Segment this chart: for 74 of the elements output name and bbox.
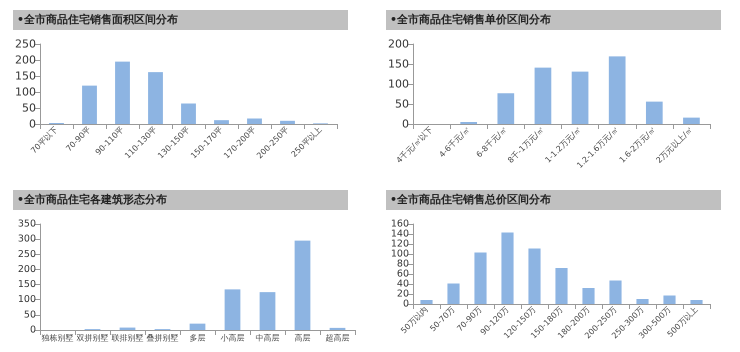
bar [148,72,163,124]
y-tick-label: 200 [18,264,36,275]
y-tick-label: 100 [18,294,36,306]
bar [247,118,262,124]
x-tick-label: 8千-1万元/㎡ [506,124,546,165]
bar [214,120,229,124]
bar [501,232,514,304]
y-tick-label: 250 [15,38,36,50]
chart-title: •全市商品住宅各建筑形态分布 [13,190,348,210]
y-tick-label: 80 [396,258,409,270]
y-tick-label: 250 [18,248,36,260]
bar [690,300,703,304]
bar [190,324,206,330]
x-tick-label: 高层 [294,334,310,342]
x-tick-label: 多层 [190,334,206,342]
y-tick-label: 0 [402,118,409,130]
bar [609,280,622,304]
y-tick-label: 100 [15,86,36,98]
bar [497,93,514,124]
y-tick-label: 150 [18,279,36,290]
y-tick-label: 150 [15,70,36,82]
y-tick-label: 40 [396,278,409,290]
bar [181,104,196,124]
y-tick-label: 300 [18,234,36,245]
bar [636,299,649,304]
y-tick-label: 100 [388,78,409,90]
bar [82,86,97,124]
bar [608,56,626,124]
y-tick-label: 120 [390,238,409,250]
x-tick-label: 2万元以上/㎡ [654,124,695,165]
bar [683,118,700,124]
bar [646,102,663,124]
bar [447,284,460,304]
bar [534,68,552,124]
bar [582,288,595,304]
y-tick-label: 50 [24,309,36,320]
x-tick-label: 叠拼别墅 [146,334,178,342]
bar [555,268,568,304]
x-tick-label: 250平以上 [290,124,324,159]
bar [474,252,487,304]
bar [294,240,310,330]
x-tick-label: 联排别墅 [112,334,144,342]
x-tick-label: 双拼别墅 [76,334,108,342]
x-tick-label: 独栋别墅 [42,334,74,342]
bar [115,62,130,124]
x-tick-label: 中高层 [256,334,280,342]
y-tick-label: 20 [396,288,409,300]
y-tick-label: 50 [395,98,409,110]
bar [528,248,541,304]
y-tick-label: 60 [396,268,409,280]
bar [420,300,433,304]
y-tick-label: 100 [390,248,409,260]
chart-title: •全市商品住宅销售总价区间分布 [386,190,721,210]
bar [224,289,240,330]
y-tick-label: 0 [29,118,36,130]
y-tick-label: 200 [388,38,409,50]
bar [280,120,295,124]
x-tick-label: 小高层 [220,334,244,342]
y-tick-label: 0 [30,324,36,336]
bar [572,72,588,124]
y-tick-label: 200 [15,54,36,66]
x-tick-label: 4-6千元/㎡ [437,124,472,160]
y-tick-label: 140 [390,228,409,240]
x-tick-label: 超高层 [326,334,350,342]
y-tick-label: 160 [390,218,409,230]
bar [663,296,676,304]
y-tick-label: 0 [402,298,409,310]
y-tick-label: 350 [18,218,36,230]
chart-title: •全市商品住宅销售面积区间分布 [13,10,348,30]
chart-title: •全市商品住宅销售单价区间分布 [386,10,721,30]
y-tick-label: 50 [22,102,36,114]
y-tick-label: 150 [388,58,409,70]
x-tick-label: 6-8千元/㎡ [474,124,509,160]
bar [260,292,276,330]
